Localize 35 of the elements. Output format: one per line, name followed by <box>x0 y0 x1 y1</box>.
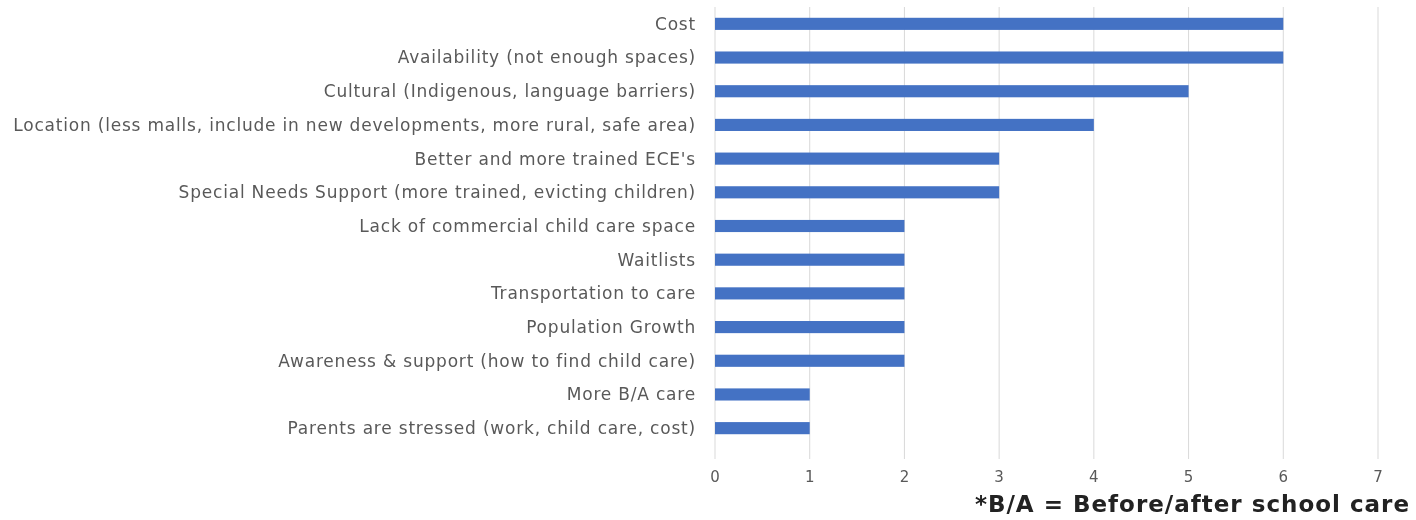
x-tick-label: 6 <box>1278 468 1289 486</box>
x-tick-label: 2 <box>899 468 910 486</box>
bar <box>715 321 905 334</box>
x-tick-label: 7 <box>1373 468 1383 486</box>
y-tick-label: Better and more trained ECE's <box>414 148 696 169</box>
y-tick-label: Cost <box>655 13 696 34</box>
bar <box>715 17 1284 30</box>
y-tick-label: Cultural (Indigenous, language barriers) <box>323 81 696 102</box>
bar <box>715 219 905 233</box>
bar <box>715 422 810 435</box>
y-tick-label: Transportation to care <box>489 283 696 304</box>
bar <box>715 186 1000 199</box>
y-tick-label: Population Growth <box>526 317 696 338</box>
bar <box>715 118 1094 131</box>
x-tick-label: 5 <box>1183 468 1194 486</box>
y-tick-label: Special Needs Support (more trained, evicting children) <box>178 182 696 203</box>
y-tick-label: Waitlists <box>617 249 696 270</box>
x-tick-label: 1 <box>804 468 815 486</box>
text: *B/A = Before/after school care <box>974 491 1410 517</box>
y-tick-label: More B/A care <box>566 384 696 405</box>
bar <box>715 388 810 401</box>
y-tick-label: Lack of commercial child care space <box>359 215 696 236</box>
bar <box>715 253 905 266</box>
y-tick-label: Availability (not enough spaces) <box>397 47 696 68</box>
x-tick-label: 0 <box>710 468 720 486</box>
bar <box>715 287 905 300</box>
y-tick-label: Awareness & support (how to find child care) <box>278 350 696 371</box>
bar <box>715 354 905 367</box>
x-tick-label: 3 <box>994 468 1004 486</box>
y-tick-label: Location (less malls, include in new developments, more rural, safe area) <box>13 114 696 135</box>
bar <box>715 152 1000 165</box>
y-tick-label: Parents are stressed (work, child care, cost) <box>287 418 696 439</box>
bar <box>715 85 1189 98</box>
bar <box>715 51 1284 64</box>
x-tick-label: 4 <box>1089 468 1099 486</box>
